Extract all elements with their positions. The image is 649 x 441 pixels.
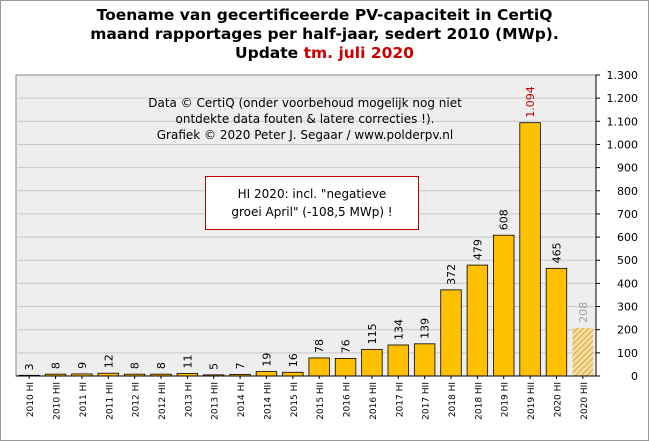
bar-value-label: 134 <box>392 319 405 340</box>
bar <box>493 234 515 377</box>
bar-value-label: 5 <box>208 363 221 370</box>
bar-value-label: 372 <box>445 264 458 285</box>
bar-value-label: 115 <box>366 323 379 344</box>
annotation-box: HI 2020: incl. "negatieve groei April" (… <box>205 176 419 230</box>
bar-value-label: 3 <box>23 363 36 370</box>
bar-value-label: 208 <box>577 302 590 323</box>
x-tick-label: 2010 HII <box>53 382 63 420</box>
x-tick-label: 2012 HII <box>158 382 168 420</box>
bar-value-label: 11 <box>181 354 194 368</box>
bar <box>545 267 568 377</box>
bar-value-label: 19 <box>260 353 273 367</box>
x-tick-label: 2019 HII <box>527 382 537 420</box>
chart-title: Toename van gecertificeerde PV-capacitei… <box>0 6 649 63</box>
bar <box>572 327 594 376</box>
y-tick-label: 200 <box>617 324 638 337</box>
data-credit: Data © CertiQ (onder voorbehoud mogelijk… <box>100 95 510 143</box>
credit-line-1: Data © CertiQ (onder voorbehoud mogelijk… <box>148 96 462 110</box>
bar <box>334 358 357 377</box>
y-tick-label: 1.100 <box>607 115 639 128</box>
title-update-label: Update <box>235 44 299 62</box>
title-line-1: Toename van gecertificeerde PV-capacitei… <box>96 6 553 24</box>
bar <box>413 343 436 377</box>
y-tick-label: 600 <box>617 231 638 244</box>
y-tick-label: 1.200 <box>607 92 639 105</box>
x-tick-label: 2016 HII <box>369 382 379 420</box>
title-line-2: maand rapportages per half-jaar, sedert … <box>90 25 559 43</box>
x-tick-label: 2014 HII <box>263 382 273 420</box>
bar-value-label: 8 <box>50 362 63 369</box>
bar-value-label: 78 <box>313 339 326 353</box>
bar-value-label: 12 <box>102 354 115 368</box>
y-tick-label: 0 <box>631 370 638 383</box>
bar <box>440 289 462 377</box>
x-tick-label: 2019 HI <box>501 382 511 417</box>
bar-value-label: 76 <box>340 339 353 353</box>
y-axis: 0 100 200 300 400 500 600 700 800 900 1.000 1.100 1.… <box>595 69 639 383</box>
y-tick-label: 400 <box>617 277 638 290</box>
bar <box>308 357 330 377</box>
bar-value-label: 1.094 <box>524 86 537 118</box>
bar <box>387 344 409 377</box>
bar-value-label: 7 <box>234 362 247 369</box>
x-tick-label: 2020 HII <box>580 382 590 420</box>
credit-line-2: ontdekte data fouten & latere correcties… <box>175 112 435 126</box>
x-tick-label: 2010 HI <box>26 382 36 417</box>
x-tick-label: 2013 HI <box>184 382 194 417</box>
x-tick-label: 2013 HII <box>211 382 221 420</box>
y-tick-label: 100 <box>617 347 638 360</box>
x-tick-label: 2018 HII <box>474 382 484 420</box>
y-tick-label: 700 <box>617 208 638 221</box>
y-tick-label: 500 <box>617 254 638 267</box>
x-tick-label: 2015 HI <box>290 382 300 417</box>
bar <box>519 122 541 377</box>
bar <box>282 371 304 377</box>
annotation-line-1: HI 2020: incl. "negatieve <box>237 187 387 201</box>
y-tick-label: 1.000 <box>607 138 639 151</box>
bar-value-label: 465 <box>550 242 563 263</box>
x-tick-label: 2012 HI <box>132 382 142 417</box>
x-axis: 2010 HI 2010 HII 2011 HI 2011 HII 2012 HI 201… <box>16 375 596 420</box>
bar <box>361 348 383 377</box>
credit-line-3: Grafiek © 2020 Peter J. Segaar / www.pol… <box>156 128 454 142</box>
x-tick-label: 2018 HI <box>448 382 458 417</box>
title-line-3: Update tm. juli 2020 <box>0 44 649 63</box>
x-tick-label: 2011 HII <box>105 382 115 420</box>
x-tick-label: 2017 HII <box>422 382 432 420</box>
y-tick-label: 300 <box>617 301 638 314</box>
y-tick-label: 1.300 <box>607 69 639 82</box>
x-tick-label: 2017 HI <box>395 382 405 417</box>
bar-value-label: 139 <box>419 318 432 339</box>
bar-value-label: 16 <box>287 353 300 367</box>
bar-value-label: 8 <box>129 362 142 369</box>
y-tick-label: 900 <box>617 162 638 175</box>
x-tick-label: 2015 HII <box>316 382 326 420</box>
title-update-period: tm. juli 2020 <box>303 44 414 62</box>
bar-value-label: 8 <box>155 362 168 369</box>
x-tick-label: 2011 HI <box>79 382 89 417</box>
bar <box>466 264 489 377</box>
x-tick-label: 2020 HI <box>553 382 563 417</box>
x-tick-label: 2014 HI <box>237 382 247 417</box>
y-tick-label: 800 <box>617 185 638 198</box>
bar-value-label: 479 <box>471 239 484 260</box>
bar-value-label: 9 <box>76 362 89 369</box>
x-tick-label: 2016 HI <box>343 382 353 417</box>
bar-value-label: 608 <box>498 209 511 230</box>
bars <box>18 122 594 377</box>
annotation-line-2: groei April" (-108,5 MWp) ! <box>231 205 393 219</box>
bar <box>255 371 278 377</box>
